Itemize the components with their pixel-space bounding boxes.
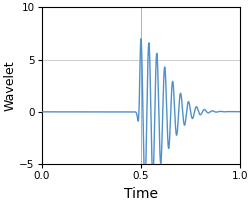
X-axis label: Time: Time	[124, 186, 158, 201]
Y-axis label: Wavelet: Wavelet	[4, 60, 16, 111]
